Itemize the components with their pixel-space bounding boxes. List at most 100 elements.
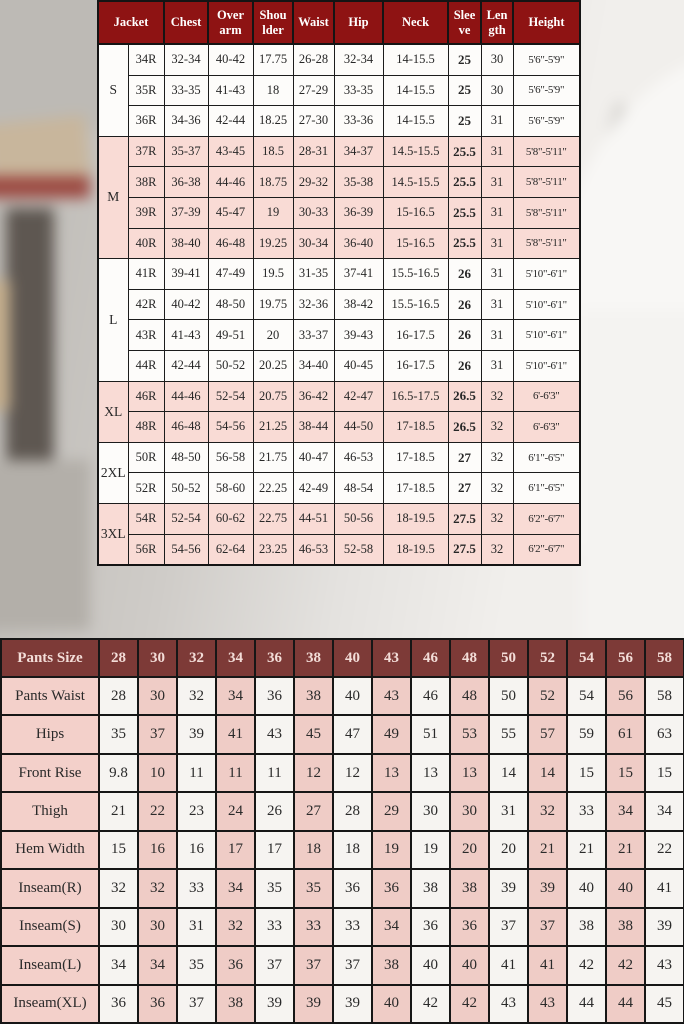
measurement-cell: 42-47 xyxy=(333,380,384,413)
measurement-cell: 25 xyxy=(447,105,482,137)
measurement-cell: 36-39 xyxy=(333,196,384,229)
measurement-cell: 16.5-17.5 xyxy=(382,380,449,413)
pants-value-cell: 39 xyxy=(644,906,684,948)
pants-value-cell: 28 xyxy=(98,675,139,717)
pants-value-cell: 37 xyxy=(293,945,334,986)
measurement-cell: 5'8"-5'11" xyxy=(512,135,581,168)
measurement-cell: 15-16.5 xyxy=(382,227,449,260)
measurement-cell: 30-34 xyxy=(292,227,335,260)
measurement-cell: 31 xyxy=(480,227,514,260)
measurement-cell: 18-19.5 xyxy=(382,533,449,566)
measurement-cell: 15-16.5 xyxy=(382,196,449,229)
pants-value-cell: 36 xyxy=(410,906,451,948)
pants-value-cell: 9.8 xyxy=(98,752,139,794)
table-row: 39R 37-39 45-47 19 30-33 36-39 15-16.5 25.5 31 5'… xyxy=(98,196,581,229)
pants-row-label: Inseam(L) xyxy=(0,945,100,986)
pants-value-cell: 34 xyxy=(137,945,178,986)
pants-value-cell: 39 xyxy=(293,983,334,1024)
jacket-size-cell: 34R xyxy=(127,43,165,76)
measurement-cell: 52-54 xyxy=(207,380,254,413)
pants-value-cell: 36 xyxy=(215,945,256,986)
pants-size-col-header: 48 xyxy=(449,638,490,678)
measurement-cell: 25 xyxy=(447,74,482,107)
table-row: 38R 36-38 44-46 18.75 29-32 35-38 14.5-15.5 25.… xyxy=(98,166,581,198)
measurement-cell: 26 xyxy=(447,319,482,351)
measurement-cell: 44-51 xyxy=(292,502,335,535)
measurement-cell: 20.25 xyxy=(252,349,294,382)
pants-value-cell: 36 xyxy=(98,983,139,1024)
measurement-cell: 22.75 xyxy=(252,502,294,535)
pants-value-cell: 20 xyxy=(488,829,529,871)
pants-value-cell: 40 xyxy=(449,945,490,986)
measurement-cell: 31-35 xyxy=(292,258,335,290)
jacket-col-header: Chest xyxy=(163,0,209,45)
pants-value-cell: 41 xyxy=(527,945,568,986)
pants-value-cell: 34 xyxy=(215,868,256,909)
pants-value-cell: 35 xyxy=(176,945,217,986)
pants-value-cell: 30 xyxy=(137,675,178,717)
pants-value-cell: 46 xyxy=(410,675,451,717)
jacket-size-cell: 36R xyxy=(127,105,165,137)
measurement-cell: 19.5 xyxy=(252,258,294,290)
pants-value-cell: 15 xyxy=(98,829,139,871)
measurement-cell: 25 xyxy=(447,43,482,76)
pants-value-cell: 30 xyxy=(137,906,178,948)
measurement-cell: 45-47 xyxy=(207,196,254,229)
pants-value-cell: 40 xyxy=(605,868,646,909)
pants-row-label: Inseam(XL) xyxy=(0,983,100,1024)
pants-value-cell: 15 xyxy=(566,752,607,794)
pants-value-cell: 31 xyxy=(488,791,529,832)
pants-size-col-header: 52 xyxy=(527,638,568,678)
pants-value-cell: 36 xyxy=(449,906,490,948)
pants-value-cell: 59 xyxy=(566,714,607,755)
measurement-cell: 37-41 xyxy=(333,258,384,290)
pants-value-cell: 44 xyxy=(566,983,607,1024)
pants-value-cell: 30 xyxy=(410,791,451,832)
background-white-shirt-lower xyxy=(580,310,684,650)
measurement-cell: 43-45 xyxy=(207,135,254,168)
measurement-cell: 31 xyxy=(480,288,514,321)
pants-value-cell: 15 xyxy=(644,752,684,794)
measurement-cell: 50-52 xyxy=(207,349,254,382)
pants-value-cell: 45 xyxy=(644,983,684,1024)
measurement-cell: 26-28 xyxy=(292,43,335,76)
jacket-col-header: Slee ve xyxy=(447,0,482,45)
pants-value-cell: 43 xyxy=(254,714,295,755)
jacket-size-cell: 43R xyxy=(127,319,165,351)
pants-value-cell: 43 xyxy=(527,983,568,1024)
measurement-cell: 16-17.5 xyxy=(382,319,449,351)
measurement-cell: 58-60 xyxy=(207,472,254,504)
pants-value-cell: 33 xyxy=(254,906,295,948)
pants-value-cell: 42 xyxy=(566,945,607,986)
jacket-col-header: Waist xyxy=(292,0,335,45)
measurement-cell: 26.5 xyxy=(447,411,482,443)
pants-value-cell: 30 xyxy=(98,906,139,948)
measurement-cell: 18.25 xyxy=(252,105,294,137)
measurement-cell: 20 xyxy=(252,319,294,351)
pants-value-cell: 16 xyxy=(137,829,178,871)
table-row: Inseam(S) 30 30 31 32 33 33 33 34 36 36 37 37 38 38 39 xyxy=(0,906,684,948)
measurement-cell: 31 xyxy=(480,319,514,351)
pants-value-cell: 39 xyxy=(527,868,568,909)
pants-value-cell: 32 xyxy=(176,675,217,717)
pants-value-cell: 28 xyxy=(332,791,373,832)
pants-value-cell: 32 xyxy=(527,791,568,832)
pants-value-cell: 38 xyxy=(371,945,412,986)
table-row: Inseam(R) 32 32 33 34 35 35 36 36 38 38 39 39 40 40 41 xyxy=(0,868,684,909)
jacket-col-header: Jacket xyxy=(97,0,165,45)
measurement-cell: 39-41 xyxy=(163,258,209,290)
pants-value-cell: 21 xyxy=(527,829,568,871)
measurement-cell: 42-49 xyxy=(292,472,335,504)
measurement-cell: 50-56 xyxy=(333,502,384,535)
measurement-cell: 26.5 xyxy=(447,380,482,413)
pants-size-col-header: 43 xyxy=(371,638,412,678)
pants-table-header: Pants Size 28 30 32 34 36 38 40 43 46 48 50 52 54 56 58 xyxy=(0,638,684,678)
jacket-col-header: Over arm xyxy=(207,0,254,45)
pants-value-cell: 37 xyxy=(527,906,568,948)
measurement-cell: 42-44 xyxy=(207,105,254,137)
measurement-cell: 46-48 xyxy=(207,227,254,260)
measurement-cell: 20.75 xyxy=(252,380,294,413)
pants-size-col-header: 46 xyxy=(410,638,451,678)
measurement-cell: 42-44 xyxy=(163,349,209,382)
measurement-cell: 5'10"-6'1" xyxy=(512,288,581,321)
